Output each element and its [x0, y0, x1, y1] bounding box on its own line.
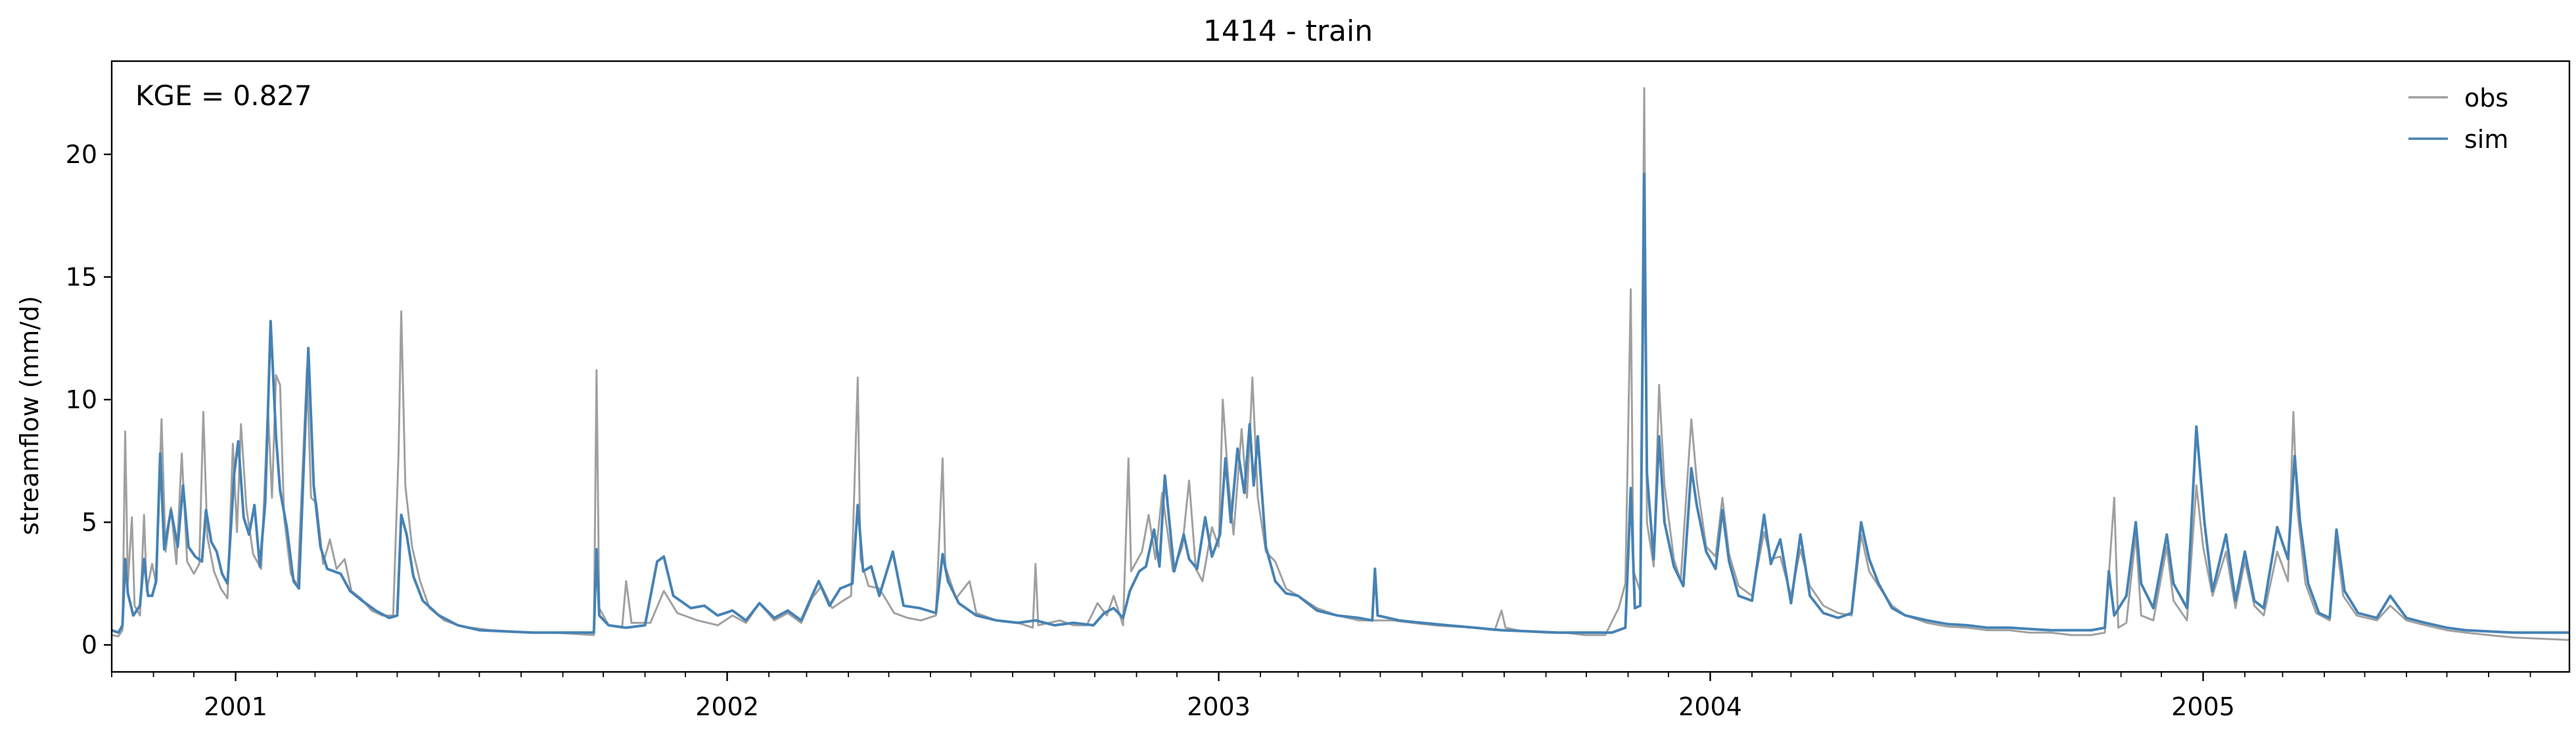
y-axis-label: streamflow (mm/d) [15, 296, 44, 535]
chart-title: 1414 - train [1203, 14, 1373, 48]
x-tick-label: 2004 [1678, 692, 1742, 721]
y-tick-label: 0 [81, 630, 97, 659]
x-tick-label: 2001 [204, 692, 267, 721]
y-tick-label: 10 [66, 385, 97, 414]
y-tick-label: 5 [81, 508, 97, 536]
x-tick-label: 2002 [695, 692, 759, 721]
series-obs-line [112, 87, 2569, 641]
x-axis-ticks: 2001 2002 2003 2004 2005 [111, 672, 2531, 721]
legend-sim-label: sim [2464, 125, 2508, 154]
y-tick-label: 20 [66, 140, 97, 169]
series-layer [112, 87, 2569, 641]
kge-annotation: KGE = 0.827 [135, 80, 312, 112]
plot-frame [110, 60, 2571, 673]
y-tick-label: 15 [66, 262, 97, 291]
y-axis-ticks: 0 5 10 15 20 [66, 140, 112, 659]
legend-obs-label: obs [2464, 83, 2508, 112]
x-tick-label: 2003 [1187, 692, 1251, 721]
x-tick-label: 2005 [2171, 692, 2235, 721]
legend: obs sim [2408, 83, 2508, 154]
series-sim-line [112, 172, 2569, 634]
